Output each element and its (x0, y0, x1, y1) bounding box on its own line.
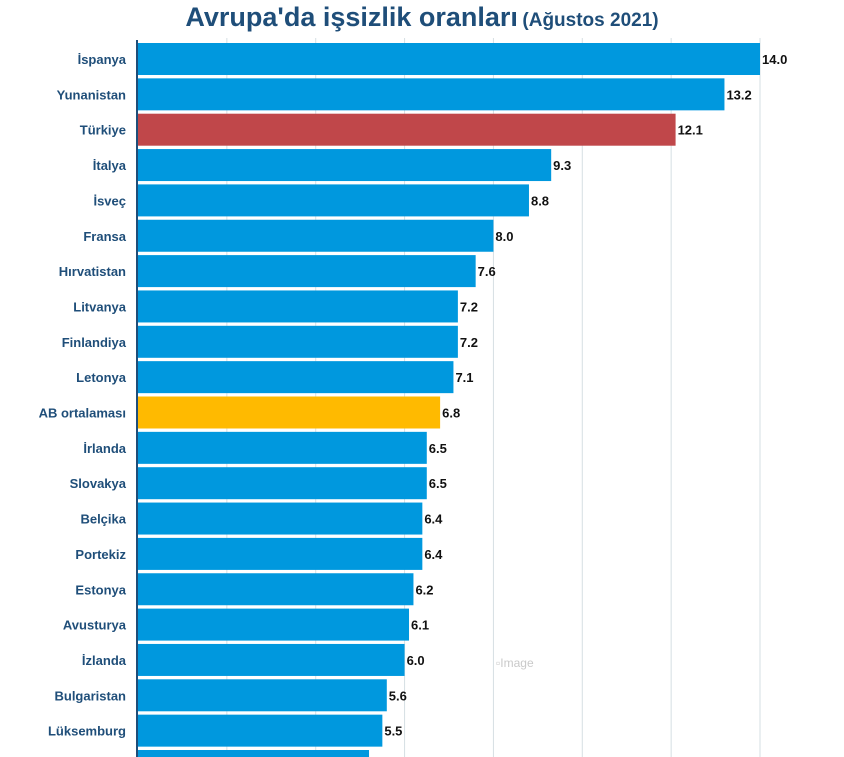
category-label: İrlanda (83, 441, 126, 456)
bar (138, 537, 423, 570)
value-label: 6.1 (411, 618, 429, 633)
value-label: 14.0 (762, 52, 787, 67)
bar (138, 396, 441, 429)
value-label: 7.1 (455, 370, 473, 385)
category-label: Bulgaristan (54, 688, 126, 703)
broken-image-icon: ▫ (496, 656, 501, 670)
bar (138, 255, 476, 288)
bar (138, 608, 410, 641)
chart-subtitle: (Ağustos 2021) (522, 10, 659, 31)
category-label: İspanya (78, 52, 127, 67)
category-label: İtalya (93, 158, 127, 173)
bar (138, 290, 458, 323)
bar (138, 714, 383, 747)
chart-title-block: Avrupa'da işsizlik oranları (Ağustos 202… (0, 2, 844, 33)
value-label: 6.4 (424, 512, 443, 527)
value-label: 7.2 (460, 299, 478, 314)
value-label: 6.8 (442, 406, 460, 421)
value-label: 6.5 (429, 441, 447, 456)
category-label: Litvanya (73, 299, 127, 314)
bar (138, 325, 458, 358)
bar (138, 502, 423, 535)
bar (138, 184, 529, 217)
category-label: Yunanistan (57, 87, 126, 102)
category-label: AB ortalaması (39, 406, 126, 421)
value-label: 12.1 (678, 123, 703, 138)
bar (138, 219, 494, 252)
category-label: Letonya (76, 370, 127, 385)
bar (138, 573, 414, 606)
value-label: 5.6 (389, 688, 407, 703)
category-label: Lüksemburg (48, 724, 126, 739)
value-label: 8.0 (495, 229, 513, 244)
category-label: Belçika (80, 512, 126, 527)
bar-truncated (138, 750, 370, 757)
bar (138, 467, 427, 500)
value-label: 7.2 (460, 335, 478, 350)
bar (138, 43, 760, 75)
watermark-label: Image (500, 656, 534, 670)
category-label: Portekiz (75, 547, 126, 562)
category-label: İsveç (93, 193, 126, 208)
chart-title: Avrupa'da işsizlik oranları (185, 2, 518, 32)
bar (138, 679, 387, 712)
category-label: Türkiye (80, 123, 126, 138)
category-label: Estonya (75, 582, 126, 597)
category-label: Slovakya (70, 476, 127, 491)
image-placeholder-watermark: ▫Image (496, 656, 534, 670)
category-label: Hırvatistan (59, 264, 126, 279)
bar (138, 113, 676, 146)
category-label: Finlandiya (62, 335, 127, 350)
value-label: 6.5 (429, 476, 447, 491)
value-label: 5.5 (384, 724, 402, 739)
bar (138, 149, 552, 182)
bar (138, 361, 454, 394)
value-label: 6.2 (415, 582, 433, 597)
category-label: İzlanda (82, 653, 127, 668)
value-label: 9.3 (553, 158, 571, 173)
value-label: 8.8 (531, 193, 549, 208)
bar (138, 78, 725, 111)
bar (138, 431, 427, 464)
value-label: 6.4 (424, 547, 443, 562)
category-label: Fransa (83, 229, 126, 244)
category-label: Avusturya (63, 618, 127, 633)
value-label: 13.2 (726, 87, 751, 102)
bar (138, 643, 405, 676)
value-label: 6.0 (407, 653, 425, 668)
value-label: 7.6 (478, 264, 496, 279)
